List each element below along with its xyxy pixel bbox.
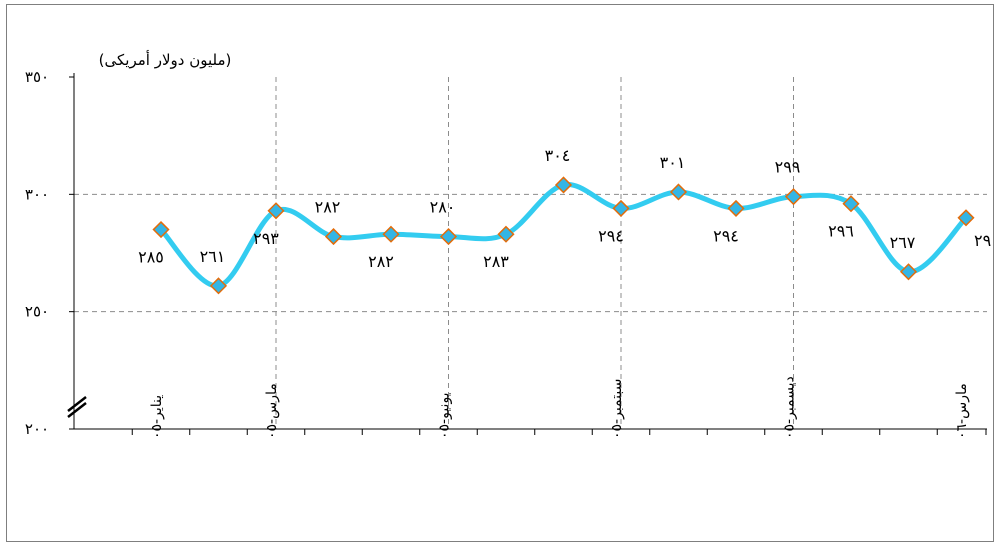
data-point-marker: [727, 199, 745, 217]
data-label: ٣٠٤: [545, 146, 571, 165]
x-tick-label: سبتمبر-٠٥: [609, 379, 625, 439]
data-point-marker: [497, 225, 515, 243]
data-labels: ٢٨٥ ٢٦١ ٢٩٣ ٢٨٢ ٢٨٢ ٢٨٠ ٢٨٣ ٣٠٤ ٢٩٤ ٣٠١ ٢٩٤ ٢٩٩ ٢٩٦ ٢…: [138, 146, 993, 271]
data-point-marker: [382, 225, 400, 243]
data-label: ٢٦١: [200, 247, 226, 266]
axis-break-icon: [67, 396, 87, 418]
y-tick-label: ٢٥٠: [25, 303, 49, 321]
y-tick-label: ٢٠٠: [25, 420, 49, 438]
data-point-marker: [267, 202, 285, 220]
x-tick-label: مارس-٠٥: [264, 383, 280, 439]
y-axis-unit-label: (مليون دولار أمريكى): [99, 50, 232, 69]
x-tick-label: مارس-٠٦: [954, 383, 970, 439]
data-point-marker: [669, 183, 688, 201]
data-series: [152, 176, 975, 295]
data-label: ٢٩٩: [775, 158, 801, 177]
data-label: ٢٨٣: [483, 252, 509, 271]
x-tick-label: ديسمبر-٠٥: [782, 376, 798, 439]
data-point-marker: [957, 209, 975, 227]
y-tick-label: ٣٥٠: [25, 68, 49, 86]
line-chart: (مليون دولار أمريكى) ٢٠٠ ٢٥٠ ٣٠٠ ٣٥٠ يناير-…: [25, 50, 993, 439]
data-point-marker: [152, 220, 170, 239]
data-label: ٢٩٤: [598, 226, 624, 245]
data-label: ٢٨٥: [138, 248, 164, 267]
data-label: ٢٩٠: [974, 231, 993, 250]
x-tick-label: يناير-٠٥: [149, 395, 165, 439]
data-point-marker: [209, 277, 228, 295]
data-label: ٢٩٣: [253, 229, 279, 248]
x-tick-label: يونيو-٠٥: [437, 392, 453, 439]
data-point-marker: [842, 195, 860, 213]
data-label: ٢٨٢: [315, 198, 341, 217]
data-label: ٢٨٠: [430, 198, 456, 217]
data-label: ٣٠١: [660, 153, 686, 172]
axes: [67, 73, 987, 435]
data-point-marker: [784, 188, 803, 206]
x-tick-labels: يناير-٠٥ مارس-٠٥ يونيو-٠٥ سبتمبر-٠٥ ديسمبر-٠…: [149, 376, 970, 439]
y-tick-labels: ٢٠٠ ٢٥٠ ٣٠٠ ٣٥٠: [25, 68, 49, 438]
data-point-marker: [439, 228, 458, 246]
data-point-marker: [554, 176, 573, 194]
data-label: ٢٦٧: [890, 233, 916, 252]
chart-frame: (مليون دولار أمريكى) ٢٠٠ ٢٥٠ ٣٠٠ ٣٥٠ يناير-…: [6, 4, 994, 542]
data-point-marker: [612, 199, 630, 217]
data-point-marker: [324, 228, 343, 246]
data-label: ٢٩٦: [828, 222, 854, 241]
y-tick-label: ٣٠٠: [25, 185, 49, 203]
data-point-marker: [899, 263, 918, 281]
data-label: ٢٨٢: [368, 252, 394, 271]
data-label: ٢٩٤: [713, 226, 739, 245]
